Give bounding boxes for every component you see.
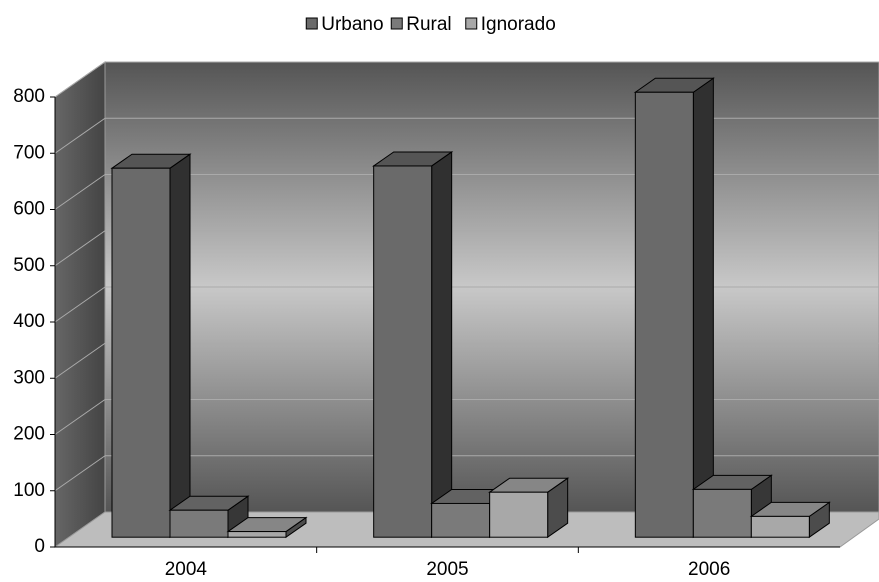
legend-label: Ignorado (481, 14, 556, 35)
y-tick-label: 500 (13, 255, 45, 276)
y-tick-label: 100 (13, 480, 45, 501)
legend-swatch (390, 17, 403, 30)
y-tick-label: 0 (34, 536, 45, 557)
bar (431, 502, 491, 538)
grid-line (54, 230, 106, 267)
grid-line (54, 399, 106, 435)
x-tick-label: 2006 (688, 559, 730, 580)
bar-side (692, 77, 714, 539)
bar (489, 491, 549, 538)
grid-line (54, 342, 106, 379)
grid-line (54, 455, 106, 492)
bar (373, 165, 433, 538)
y-tick-label: 200 (13, 424, 45, 445)
y-tick-label: 300 (13, 367, 45, 388)
y-tick-label: 700 (13, 142, 45, 163)
bar-side (169, 153, 191, 539)
legend: Urbano Rural Ignorado (305, 14, 556, 35)
grid-line (54, 286, 106, 323)
bar (692, 488, 752, 538)
x-tick-label: 2004 (165, 559, 208, 580)
x-tick-label: 2005 (426, 559, 468, 580)
bar (169, 509, 229, 538)
grid-line (54, 174, 106, 210)
bar-side (431, 150, 453, 539)
grid-line (54, 61, 106, 98)
bar (750, 515, 810, 538)
y-tick-label: 600 (13, 199, 45, 220)
grid-line (54, 117, 106, 154)
legend-swatch (465, 17, 478, 30)
legend-label: Urbano (321, 14, 383, 35)
bar (111, 167, 171, 538)
bar (227, 531, 287, 538)
y-tick-label: 400 (13, 311, 45, 332)
y-tick-label: 800 (13, 86, 45, 107)
legend-label: Rural (406, 14, 451, 35)
legend-swatch (305, 17, 318, 30)
bar (634, 91, 694, 538)
